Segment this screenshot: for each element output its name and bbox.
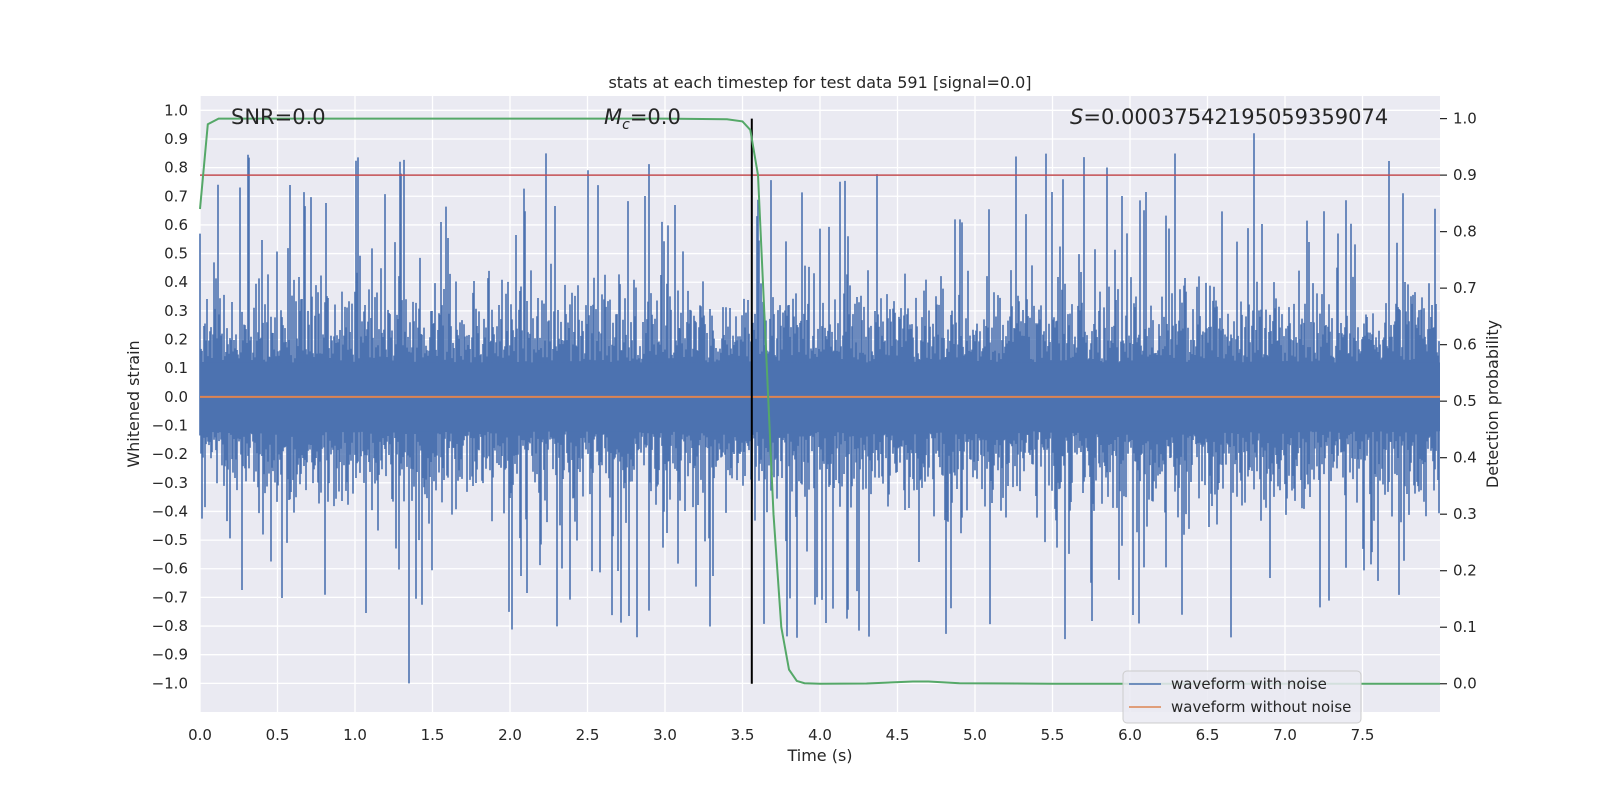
y-tick-label: −0.2 [152,445,188,463]
series-layer [199,117,1440,685]
chart-title: stats at each timestep for test data 591… [608,73,1031,92]
x-axis-label: Time (s) [786,746,852,765]
y-tick-label: −0.7 [152,588,188,606]
y-tick-label: 0.4 [164,273,188,291]
y2-axis-label: Detection probability [1483,320,1502,488]
x-tick-label: 7.0 [1273,726,1297,744]
y2-tick-label: 0.7 [1453,279,1477,297]
y-axis-ticks: 1.0 0.9 0.8 0.7 0.6 0.5 0.4 0.3 0.2 0.1 0.0 −0.1 −0.… [152,101,188,692]
legend-label-without-noise: waveform without noise [1171,698,1351,716]
chirp-mass-value: =0.0 [630,105,681,129]
y-tick-label: −0.4 [152,502,188,520]
y-tick-label: −0.3 [152,474,188,492]
x-tick-label: 3.0 [653,726,677,744]
y-axis-label: Whitened strain [124,340,143,467]
chirp-mass-subscript: c [622,117,630,133]
x-tick-label: 5.5 [1041,726,1065,744]
y-tick-label: 0.5 [164,245,188,263]
y2-axis-ticks: 1.0 0.9 0.8 0.7 0.6 0.5 0.4 0.3 0.2 0.1 0.0 [1440,110,1477,693]
y2-tick-label: 0.2 [1453,562,1477,580]
y-tick-label: −0.6 [152,560,188,578]
y2-tick-label: 0.4 [1453,449,1477,467]
score-symbol: S [1070,105,1083,129]
legend-label-with-noise: waveform with noise [1171,675,1327,693]
x-tick-label: 2.5 [576,726,600,744]
y-tick-label: −0.8 [152,617,188,635]
y-tick-label: 1.0 [164,101,188,119]
y-tick-label: 0.2 [164,331,188,349]
x-tick-label: 3.5 [731,726,755,744]
y-tick-label: 0.6 [164,216,188,234]
x-tick-label: 1.0 [343,726,367,744]
x-tick-label: 4.5 [886,726,910,744]
y-tick-label: 0.8 [164,159,188,177]
y2-tick-label: 0.9 [1453,166,1477,184]
x-tick-label: 6.5 [1196,726,1220,744]
y2-tick-label: 0.1 [1453,618,1477,636]
x-tick-label: 0.5 [266,726,290,744]
y-tick-label: 0.7 [164,187,188,205]
y-tick-label: 0.3 [164,302,188,320]
score-annotation: S=0.00037542195059359074 [1070,105,1388,129]
y-tick-label: 0.1 [164,359,188,377]
x-tick-label: 5.0 [963,726,987,744]
y2-tick-label: 0.6 [1453,336,1477,354]
y2-tick-label: 0.0 [1453,675,1477,693]
y-tick-label: −0.9 [152,646,188,664]
legend: waveform with noise waveform without noi… [1122,670,1362,724]
waveform-with-noise-series [199,133,1440,684]
x-tick-label: 6.0 [1118,726,1142,744]
x-axis-ticks: 0.0 0.5 1.0 1.5 2.0 2.5 3.0 3.5 4.0 4.5 5.0 5.5 6.0 6… [188,726,1374,744]
y-tick-label: −0.5 [152,531,188,549]
x-tick-label: 7.5 [1351,726,1375,744]
x-tick-label: 0.0 [188,726,212,744]
chirp-mass-symbol: M [604,105,622,129]
detection-probability-line [199,117,1440,685]
score-value: =0.00037542195059359074 [1083,105,1388,129]
y-tick-label: −1.0 [152,674,188,692]
y-tick-label: −0.1 [152,416,188,434]
chirp-mass-annotation: Mc=0.0 [604,105,681,133]
snr-annotation: SNR=0.0 [231,105,326,129]
legend-box [1122,670,1362,724]
x-tick-label: 2.0 [498,726,522,744]
y2-tick-label: 1.0 [1453,110,1477,128]
y2-tick-label: 0.3 [1453,505,1477,523]
y-tick-label: 0.9 [164,130,188,148]
y-tick-label: 0.0 [164,388,188,406]
x-tick-label: 1.5 [421,726,445,744]
y2-tick-label: 0.5 [1453,392,1477,410]
y2-tick-label: 0.8 [1453,223,1477,241]
x-tick-label: 4.0 [808,726,832,744]
